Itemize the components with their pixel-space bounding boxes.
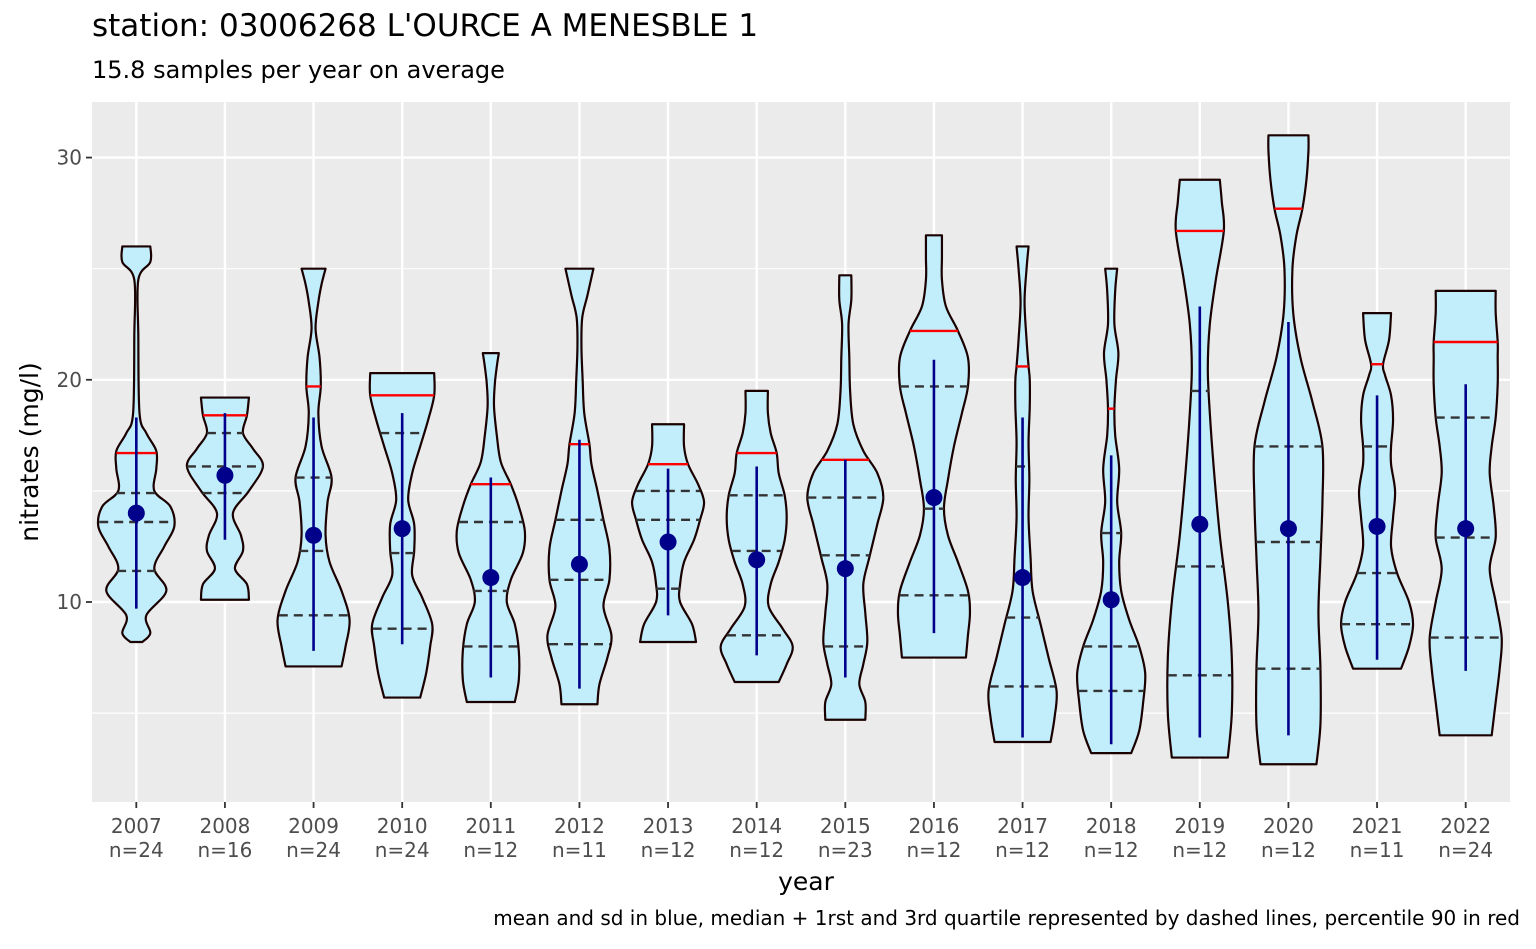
y-tick-label: 10 xyxy=(57,590,82,614)
x-tick-year: 2016 xyxy=(908,814,959,838)
x-axis-title: year xyxy=(778,867,834,896)
violin-mean-point xyxy=(1368,517,1386,535)
violin-mean-point xyxy=(659,533,677,551)
violin-2016 xyxy=(896,234,972,659)
violin-2017 xyxy=(987,245,1058,744)
violin-2020 xyxy=(1252,134,1325,766)
x-tick-year: 2008 xyxy=(199,814,250,838)
violin-mean-point xyxy=(570,555,588,573)
x-tick-count: n=12 xyxy=(641,838,696,862)
violin-2012 xyxy=(546,267,613,706)
violin-mean-point xyxy=(1191,515,1209,533)
x-tick-count: n=12 xyxy=(1172,838,1227,862)
violin-2022 xyxy=(1428,289,1503,737)
violin-mean-point xyxy=(216,466,234,484)
violins-layer xyxy=(96,134,1503,766)
x-tick-count: n=12 xyxy=(463,838,518,862)
y-tick-label: 30 xyxy=(57,146,82,170)
x-tick-year: 2014 xyxy=(731,814,782,838)
x-tick-year: 2007 xyxy=(111,814,162,838)
x-tick-count: n=12 xyxy=(1084,838,1139,862)
violin-2009 xyxy=(276,267,351,668)
x-tick-year: 2017 xyxy=(997,814,1048,838)
violin-2019 xyxy=(1166,178,1234,759)
x-tick-count: n=16 xyxy=(197,838,252,862)
violin-2014 xyxy=(719,389,794,684)
x-tick-count: n=24 xyxy=(109,838,164,862)
x-tick-year: 2009 xyxy=(288,814,339,838)
x-tick-year: 2021 xyxy=(1352,814,1403,838)
x-tick-year: 2013 xyxy=(643,814,694,838)
violin-mean-point xyxy=(925,489,943,507)
x-tick-year: 2022 xyxy=(1440,814,1491,838)
x-tick-count: n=24 xyxy=(286,838,341,862)
violin-mean-point xyxy=(1457,520,1475,538)
violin-2021 xyxy=(1339,312,1415,670)
y-tick-label: 20 xyxy=(57,368,82,392)
x-tick-year: 2015 xyxy=(820,814,871,838)
violin-mean-point xyxy=(1014,569,1032,587)
x-tick-year: 2019 xyxy=(1174,814,1225,838)
x-tick-count: n=12 xyxy=(995,838,1050,862)
x-tick-count: n=12 xyxy=(729,838,784,862)
x-tick-count: n=24 xyxy=(375,838,430,862)
x-tick-count: n=23 xyxy=(818,838,873,862)
violin-2007 xyxy=(96,245,176,644)
violin-mean-point xyxy=(1279,520,1297,538)
x-tick-count: n=12 xyxy=(906,838,961,862)
x-tick-year: 2018 xyxy=(1086,814,1137,838)
x-tick-year: 2010 xyxy=(377,814,428,838)
x-tick-count: n=12 xyxy=(1261,838,1316,862)
x-tick-count: n=24 xyxy=(1438,838,1493,862)
violin-2018 xyxy=(1075,267,1147,755)
violin-mean-point xyxy=(836,560,854,578)
violin-2013 xyxy=(630,423,706,644)
x-tick-count: n=11 xyxy=(1350,838,1405,862)
violin-mean-point xyxy=(305,526,323,544)
chart-title: station: 03006268 L'OURCE A MENESBLE 1 xyxy=(92,8,759,44)
x-tick-count: n=11 xyxy=(552,838,607,862)
violin-2010 xyxy=(368,372,436,699)
chart-caption: mean and sd in blue, median + 1rst and 3… xyxy=(493,906,1520,930)
violin-2015 xyxy=(806,274,885,721)
violin-mean-point xyxy=(127,504,145,522)
x-axis-ticks: 2007n=242008n=162009n=242010n=242011n=12… xyxy=(109,802,1493,862)
x-tick-year: 2012 xyxy=(554,814,605,838)
y-axis-title: nitrates (mg/l) xyxy=(15,362,44,541)
violin-mean-point xyxy=(1102,591,1120,609)
violin-2008 xyxy=(185,396,265,601)
violin-2011 xyxy=(455,352,527,704)
chart-subtitle: 15.8 samples per year on average xyxy=(92,56,505,84)
violin-mean-point xyxy=(748,551,766,569)
x-tick-year: 2011 xyxy=(465,814,516,838)
violin-mean-point xyxy=(482,569,500,587)
x-tick-year: 2020 xyxy=(1263,814,1314,838)
violin-mean-point xyxy=(393,520,411,538)
y-axis-ticks: 10 20 30 xyxy=(57,146,92,614)
